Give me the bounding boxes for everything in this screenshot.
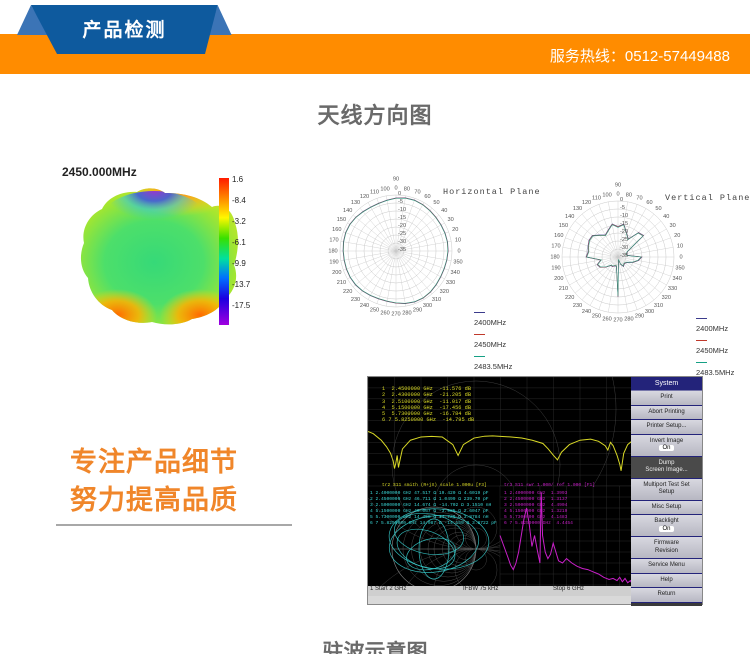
svg-text:-35: -35 (398, 247, 406, 253)
svg-text:260: 260 (602, 316, 611, 322)
svg-text:170: 170 (329, 238, 338, 244)
svg-text:-15: -15 (620, 221, 628, 227)
svg-text:20: 20 (452, 227, 458, 233)
svg-text:110: 110 (370, 189, 379, 195)
svg-text:320: 320 (440, 289, 449, 295)
svg-text:350: 350 (675, 265, 684, 271)
svg-text:240: 240 (582, 309, 591, 315)
svg-text:230: 230 (351, 297, 360, 303)
svg-text:220: 220 (343, 289, 352, 295)
svg-text:260: 260 (380, 310, 389, 316)
svg-text:170: 170 (551, 244, 560, 250)
svg-text:190: 190 (551, 265, 560, 271)
svg-text:-5: -5 (398, 199, 403, 205)
svg-text:90: 90 (393, 176, 399, 182)
svg-text:130: 130 (351, 200, 360, 206)
svg-text:210: 210 (337, 280, 346, 286)
svg-text:80: 80 (626, 192, 632, 198)
svg-text:180: 180 (550, 254, 559, 260)
svg-text:230: 230 (573, 303, 582, 309)
svg-text:30: 30 (447, 217, 453, 223)
svg-text:330: 330 (446, 280, 455, 286)
svg-text:80: 80 (404, 186, 410, 192)
svg-text:10: 10 (677, 244, 683, 250)
svg-text:30: 30 (669, 223, 675, 229)
svg-text:190: 190 (329, 259, 338, 265)
svg-text:280: 280 (624, 316, 633, 322)
svg-text:-25: -25 (398, 231, 406, 237)
svg-text:180: 180 (328, 248, 337, 254)
svg-text:200: 200 (332, 270, 341, 276)
svg-text:140: 140 (343, 208, 352, 214)
svg-text:10: 10 (455, 238, 461, 244)
svg-text:310: 310 (432, 297, 441, 303)
svg-text:120: 120 (360, 194, 369, 200)
svg-text:310: 310 (654, 303, 663, 309)
svg-text:270: 270 (391, 311, 400, 317)
svg-text:-5: -5 (620, 205, 625, 211)
svg-text:-15: -15 (398, 215, 406, 221)
svg-text:-10: -10 (620, 213, 628, 219)
svg-text:300: 300 (423, 303, 432, 309)
svg-text:250: 250 (370, 308, 379, 314)
svg-text:250: 250 (592, 314, 601, 320)
svg-text:330: 330 (668, 286, 677, 292)
svg-text:110: 110 (592, 195, 601, 201)
svg-text:60: 60 (646, 200, 652, 206)
svg-text:40: 40 (441, 208, 447, 214)
svg-text:340: 340 (673, 276, 682, 282)
svg-text:20: 20 (674, 233, 680, 239)
svg-text:140: 140 (565, 214, 574, 220)
svg-text:320: 320 (662, 295, 671, 301)
svg-text:220: 220 (565, 295, 574, 301)
svg-text:-20: -20 (398, 223, 406, 229)
svg-text:50: 50 (433, 200, 439, 206)
svg-text:-10: -10 (398, 207, 406, 213)
svg-text:-35: -35 (620, 253, 628, 259)
svg-text:240: 240 (360, 303, 369, 309)
svg-text:150: 150 (559, 223, 568, 229)
svg-text:70: 70 (636, 195, 642, 201)
svg-text:200: 200 (554, 276, 563, 282)
svg-text:50: 50 (655, 206, 661, 212)
svg-text:0: 0 (457, 248, 460, 254)
svg-text:90: 90 (615, 182, 621, 188)
svg-text:120: 120 (582, 200, 591, 206)
svg-text:280: 280 (402, 310, 411, 316)
svg-text:-20: -20 (620, 229, 628, 235)
svg-text:160: 160 (554, 233, 563, 239)
svg-text:0: 0 (679, 254, 682, 260)
svg-text:150: 150 (337, 217, 346, 223)
svg-text:290: 290 (635, 314, 644, 320)
svg-text:-30: -30 (620, 245, 628, 251)
svg-text:290: 290 (413, 308, 422, 314)
svg-text:270: 270 (613, 317, 622, 323)
svg-text:70: 70 (414, 189, 420, 195)
svg-text:100: 100 (380, 186, 389, 192)
svg-text:100: 100 (602, 192, 611, 198)
svg-text:210: 210 (559, 286, 568, 292)
svg-text:40: 40 (663, 214, 669, 220)
svg-text:0: 0 (620, 197, 623, 203)
svg-text:300: 300 (645, 309, 654, 315)
svg-text:340: 340 (451, 270, 460, 276)
svg-text:160: 160 (332, 227, 341, 233)
svg-text:130: 130 (573, 206, 582, 212)
svg-text:-30: -30 (398, 239, 406, 245)
svg-text:0: 0 (398, 191, 401, 197)
svg-text:350: 350 (453, 259, 462, 265)
svg-text:-25: -25 (620, 237, 628, 243)
svg-text:60: 60 (424, 194, 430, 200)
